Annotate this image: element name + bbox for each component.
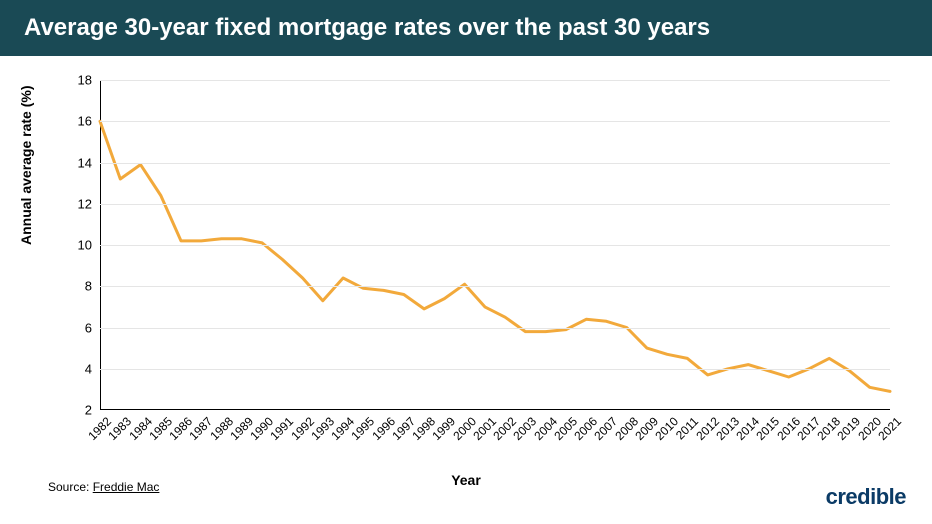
grid-line (100, 245, 890, 246)
grid-line (100, 204, 890, 205)
y-tick-label: 12 (78, 196, 100, 211)
source-attribution: Source: Freddie Mac (48, 480, 159, 494)
y-tick-label: 16 (78, 114, 100, 129)
x-axis-label: Year (451, 472, 481, 488)
grid-line (100, 328, 890, 329)
y-tick-label: 8 (85, 279, 100, 294)
y-tick-label: 6 (85, 320, 100, 335)
grid-line (100, 369, 890, 370)
source-link[interactable]: Freddie Mac (93, 480, 160, 494)
y-tick-label: 10 (78, 238, 100, 253)
chart-title: Average 30-year fixed mortgage rates ove… (24, 14, 710, 41)
grid-line (100, 80, 890, 81)
source-label: Source: (48, 480, 89, 494)
grid-line (100, 163, 890, 164)
grid-line (100, 121, 890, 122)
y-axis-label: Annual average rate (%) (18, 86, 34, 246)
chart-title-bar: Average 30-year fixed mortgage rates ove… (0, 0, 932, 56)
grid-line (100, 286, 890, 287)
y-tick-label: 4 (85, 361, 100, 376)
y-tick-label: 14 (78, 155, 100, 170)
chart-plot-area: 2468101214161819821983198419851986198719… (100, 80, 890, 410)
y-tick-label: 18 (78, 73, 100, 88)
brand-logo: credible (826, 484, 906, 510)
